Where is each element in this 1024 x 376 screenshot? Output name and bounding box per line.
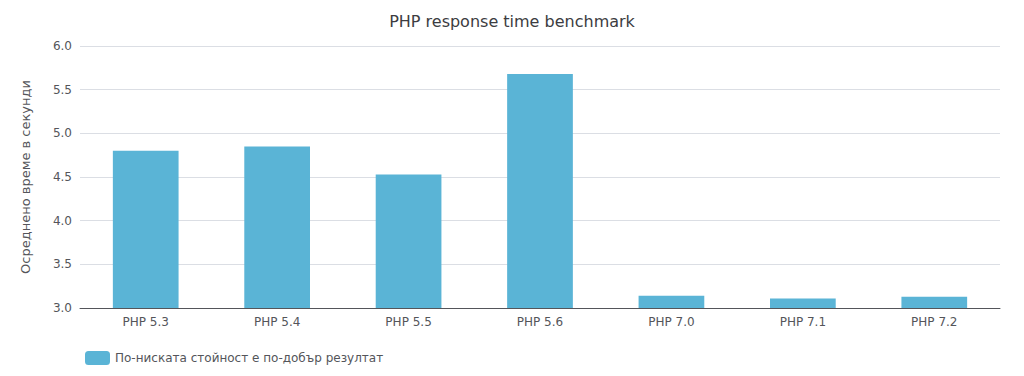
svg-text:PHP 7.1: PHP 7.1 (780, 315, 826, 329)
svg-text:По-ниската стойност е по-добър: По-ниската стойност е по-добър резултат (115, 351, 383, 365)
svg-text:PHP 5.4: PHP 5.4 (254, 315, 300, 329)
svg-text:4.5: 4.5 (53, 170, 72, 184)
svg-text:6.0: 6.0 (53, 39, 72, 53)
svg-text:PHP 5.3: PHP 5.3 (123, 315, 169, 329)
svg-text:5.0: 5.0 (53, 126, 72, 140)
svg-text:4.0: 4.0 (53, 214, 72, 228)
svg-text:3.5: 3.5 (53, 257, 72, 271)
svg-text:PHP 5.5: PHP 5.5 (385, 315, 431, 329)
svg-text:PHP 7.0: PHP 7.0 (648, 315, 694, 329)
svg-text:PHP response time benchmark: PHP response time benchmark (389, 12, 635, 31)
svg-text:3.0: 3.0 (53, 301, 72, 315)
svg-text:PHP 5.6: PHP 5.6 (517, 315, 563, 329)
svg-text:Осреднено време в секунди: Осреднено време в секунди (18, 80, 33, 274)
svg-text:5.5: 5.5 (53, 83, 72, 97)
svg-text:PHP 7.2: PHP 7.2 (911, 315, 957, 329)
